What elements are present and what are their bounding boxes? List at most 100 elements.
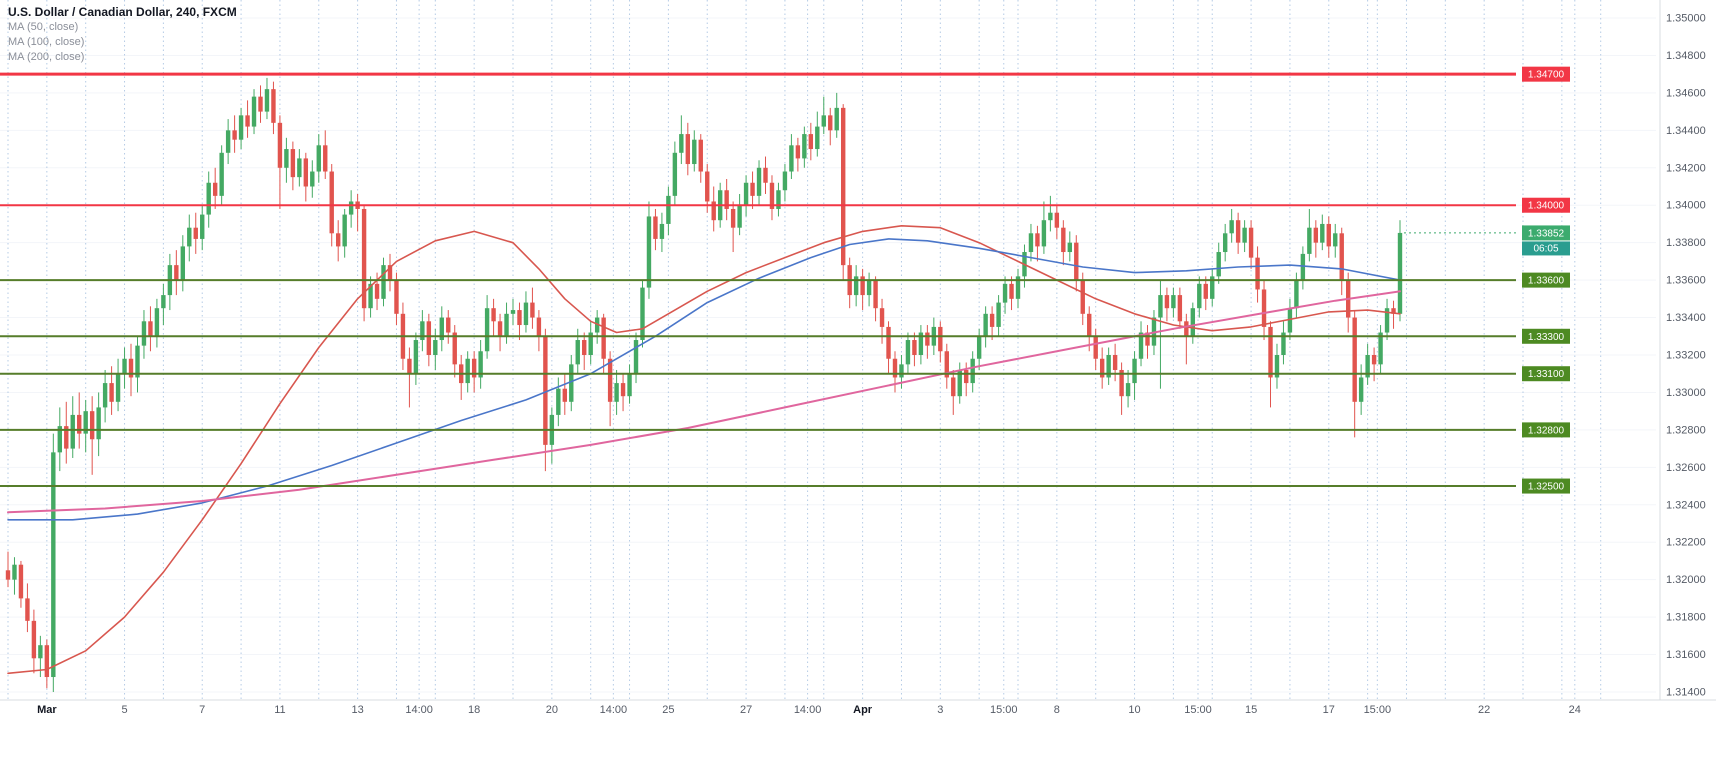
candle-body — [1080, 280, 1085, 314]
price-level-tag-1.32800[interactable]: 1.32800 — [1522, 422, 1570, 438]
time-axis-label: Mar — [37, 704, 57, 716]
price-level-tag-1.33300[interactable]: 1.33300 — [1522, 328, 1570, 344]
candle-body — [504, 313, 509, 337]
price-level-tag-text: 1.34700 — [1528, 70, 1565, 81]
price-level-tag-text: 1.33100 — [1528, 369, 1565, 380]
candle-body — [1054, 212, 1060, 228]
time-axis-label: 10 — [1128, 704, 1140, 716]
price-axis-label: 1.31400 — [1666, 687, 1706, 699]
candle-body — [666, 195, 671, 224]
candle-body — [633, 340, 639, 374]
last-price-tag-text: 1.33852 — [1528, 228, 1565, 239]
horizontal-level-lines — [0, 72, 1516, 488]
candle-body — [562, 388, 567, 402]
time-axis-label: 15 — [1245, 704, 1257, 716]
candle-body — [763, 167, 768, 183]
candle-body — [1216, 252, 1221, 277]
candle-body — [1145, 332, 1150, 346]
candle-body — [860, 276, 865, 296]
candle-body — [1242, 227, 1247, 243]
ma200-line[interactable] — [7, 290, 1401, 514]
candle-body — [1210, 276, 1215, 299]
price-level-tag-text: 1.32500 — [1528, 482, 1565, 493]
candle-body — [1002, 283, 1008, 303]
candle-body — [989, 313, 995, 327]
candle-body — [1255, 257, 1260, 290]
candle-body — [1320, 223, 1325, 243]
candle-body — [607, 358, 613, 402]
candle-body — [1384, 308, 1390, 333]
candle-body — [983, 313, 988, 337]
ma100-line[interactable] — [7, 238, 1401, 521]
price-axis[interactable]: 1.35000 1.34800 1.34600 1.34400 1.34200 1.340… — [1666, 13, 1706, 699]
candle-body — [1041, 220, 1047, 247]
candle-body — [996, 302, 1001, 327]
candle-body — [1197, 283, 1202, 309]
candle-body — [102, 383, 108, 408]
candle-body — [1333, 233, 1338, 247]
candle-body — [569, 364, 574, 402]
candle-body — [523, 302, 529, 326]
candle-body — [303, 158, 309, 187]
candle-body — [879, 308, 885, 327]
candle-body — [646, 216, 652, 288]
ma50-line[interactable] — [7, 225, 1401, 675]
price-axis-label: 1.33400 — [1666, 312, 1706, 324]
candlesticks — [5, 77, 1403, 692]
candle-body — [1281, 332, 1286, 355]
candle-body — [44, 645, 50, 678]
bar-countdown-tag[interactable]: 06:05 — [1522, 241, 1570, 256]
candle-body — [543, 336, 548, 445]
time-axis-label: 15:00 — [1364, 704, 1392, 716]
candle-body — [478, 351, 483, 378]
price-level-tag-1.32500[interactable]: 1.32500 — [1522, 478, 1570, 494]
candle-body — [614, 383, 619, 402]
candle-body — [109, 383, 114, 402]
price-level-tag-1.33100[interactable]: 1.33100 — [1522, 366, 1570, 382]
candle-body — [465, 358, 470, 384]
candle-body — [219, 152, 224, 196]
candle-body — [212, 182, 218, 196]
candle-body — [25, 598, 30, 621]
candle-body — [31, 620, 37, 659]
price-level-tag-1.34700[interactable]: 1.34700 — [1522, 66, 1570, 82]
candle-body — [743, 182, 749, 206]
candle-body — [802, 134, 807, 159]
candle-body — [821, 115, 826, 127]
price-level-tag-1.34000[interactable]: 1.34000 — [1522, 197, 1570, 213]
candle-body — [426, 321, 432, 355]
candle-body — [258, 96, 263, 112]
candle-body — [323, 145, 328, 172]
price-axis-label: 1.33600 — [1666, 275, 1706, 287]
candle-body — [446, 317, 451, 333]
price-level-tag-text: 1.33600 — [1528, 276, 1565, 287]
candle-body — [232, 130, 237, 140]
time-axis[interactable]: Mar 5 7 11 13 14:00 18 20 14:00 25 27 14:00 Apr 3 15:0… — [37, 704, 1581, 716]
candle-body — [1125, 383, 1131, 397]
candle-body — [1048, 212, 1053, 221]
candle-body — [892, 358, 898, 378]
candle-body — [310, 171, 315, 187]
last-price-tag[interactable]: 1.33852 — [1522, 225, 1570, 241]
candle-body — [1035, 233, 1040, 247]
price-axis-label: 1.31800 — [1666, 612, 1706, 624]
time-axis-label: 22 — [1478, 704, 1490, 716]
candle-body — [70, 414, 75, 449]
candle-body — [918, 332, 924, 355]
candle-body — [620, 383, 626, 397]
candle-body — [407, 358, 412, 374]
candle-body — [1268, 326, 1273, 378]
candle-body — [582, 340, 587, 355]
candle-body — [1261, 289, 1267, 327]
candle-body — [1087, 313, 1092, 337]
candle-body — [588, 332, 593, 355]
candle-body — [601, 317, 606, 359]
candle-body — [776, 190, 781, 209]
candle-body — [834, 107, 839, 131]
candle-body — [1358, 377, 1364, 402]
candle-body — [698, 139, 703, 172]
candle-body — [815, 126, 820, 150]
price-level-tag-1.33600[interactable]: 1.33600 — [1522, 272, 1570, 288]
